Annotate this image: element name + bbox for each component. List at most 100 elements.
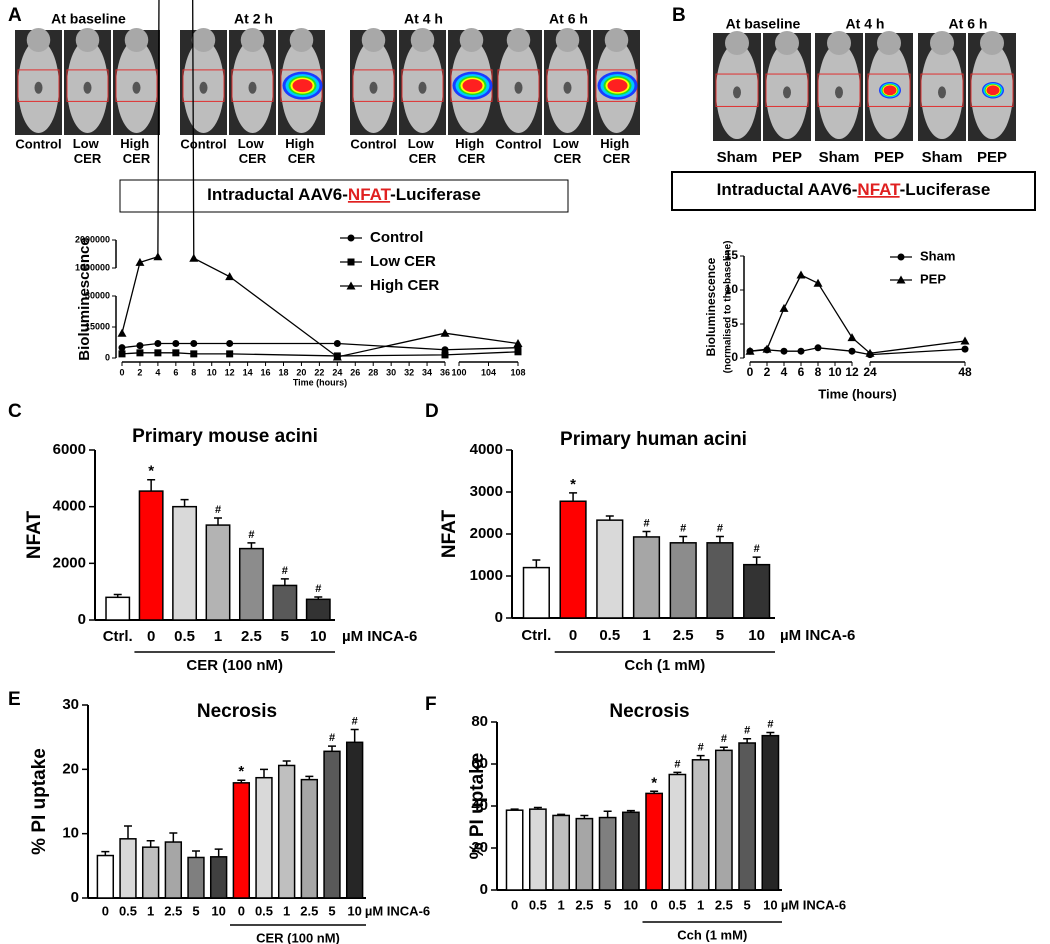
banner-text: Intraductal AAV6-NFAT-Luciferase [207, 185, 481, 204]
bar [345, 741, 364, 899]
group-label: Cch (1 mM) [624, 657, 705, 674]
x-tick-label: 0.5 [174, 628, 195, 645]
x-tick-label: 2.5 [241, 628, 262, 645]
legend-marker [347, 258, 355, 266]
organ-shadow [783, 86, 791, 99]
x-tick-label: 0.5 [119, 903, 137, 918]
x-tick-label: 10 [207, 367, 217, 377]
y-axis-label: % PI uptake [29, 748, 50, 855]
significance-mark: # [352, 715, 358, 727]
error-bar [510, 808, 519, 811]
error-bar [743, 738, 752, 743]
bar [706, 542, 734, 619]
data-point [780, 347, 788, 355]
panel-letter: D [425, 401, 439, 422]
legend-marker [896, 275, 906, 284]
image-label: Control [15, 136, 61, 151]
y-axis-note: (normalised to the baseline) [723, 241, 734, 374]
image-label: PEP [977, 149, 1007, 166]
y-tick-label: 4000 [53, 498, 86, 515]
bar [559, 500, 587, 619]
bar [255, 776, 273, 899]
data-point [172, 349, 180, 357]
data-point [172, 340, 180, 348]
data-point [961, 345, 969, 353]
mouse-head [980, 31, 1004, 55]
error-bar [180, 498, 189, 507]
x-tick-label: 0.5 [668, 897, 686, 912]
error-bar [766, 731, 775, 736]
x-tick-label: 8 [815, 365, 822, 379]
bar [300, 778, 319, 899]
error-bar [214, 848, 223, 857]
unit-label: µM INCA-6 [342, 628, 417, 645]
heat-signal [883, 85, 897, 96]
y-tick-label: 20 [471, 839, 488, 856]
mouse-head [191, 28, 216, 52]
error-bar [192, 850, 200, 858]
x-tick-label: 0.5 [255, 903, 273, 918]
image-group-title: At 4 h [404, 11, 443, 27]
banner-box [671, 171, 1036, 211]
bar [238, 547, 264, 621]
bar [645, 792, 664, 891]
x-tick-label: 0 [651, 897, 658, 912]
image-label: High CER [455, 136, 488, 166]
legend-label: PEP [920, 271, 946, 286]
y-tick-label: 2000000 [75, 234, 110, 244]
x-tick-label: 10 [310, 628, 327, 645]
roi-box [920, 73, 964, 107]
x-tick-label: 32 [404, 367, 414, 377]
significance-mark: # [315, 583, 321, 595]
error-bar [752, 556, 761, 565]
roi-box [817, 73, 861, 107]
x-tick-label: 0 [119, 367, 124, 377]
x-tick-label: 30 [386, 367, 396, 377]
image-label: PEP [772, 149, 802, 166]
x-tick-label: 1 [147, 903, 154, 918]
banner-part: NFAT [857, 180, 901, 199]
image-label: Sham [819, 149, 860, 166]
unit-label: µM INCA-6 [780, 627, 855, 644]
x-tick-label: 18 [278, 367, 288, 377]
image-label: Low CER [238, 136, 268, 166]
x-tick-label: 2.5 [715, 897, 733, 912]
data-point [135, 257, 145, 266]
roi-box [546, 69, 589, 102]
x-tick-label: 1 [558, 897, 565, 912]
organ-shadow [199, 81, 208, 94]
x-tick-label: 34 [422, 367, 432, 377]
data-point [136, 342, 144, 350]
data-point [332, 352, 342, 361]
y-tick-label: 0 [731, 350, 738, 364]
error-bar [260, 768, 268, 778]
significance-mark: * [651, 774, 657, 791]
x-tick-label: Ctrl. [103, 628, 133, 645]
x-tick-label: 4 [781, 365, 788, 379]
y-tick-label: 3000 [470, 483, 503, 500]
bar [205, 524, 231, 621]
data-point [226, 340, 234, 348]
error-bar [533, 806, 542, 810]
x-tick-label: 0 [747, 365, 754, 379]
data-point [745, 346, 755, 355]
legend-label: Low CER [370, 253, 436, 270]
error-bar [124, 825, 132, 839]
panel-letter: B [672, 5, 686, 26]
significance-mark: # [282, 565, 288, 577]
mouse-head [361, 28, 386, 52]
data-point [153, 252, 163, 261]
significance-mark: # [215, 504, 221, 516]
bar [743, 563, 771, 619]
x-tick-label: 2.5 [300, 903, 318, 918]
data-point [960, 336, 970, 345]
image-label: High CER [120, 136, 153, 166]
legend-label: Control [370, 229, 423, 246]
mouse-head [506, 28, 531, 52]
mouse-head [26, 28, 51, 52]
error-bar [532, 559, 541, 568]
y-tick-label: 2000 [53, 554, 86, 571]
roi-box [867, 73, 911, 107]
banner-box [119, 179, 569, 213]
significance-mark: # [717, 522, 723, 534]
